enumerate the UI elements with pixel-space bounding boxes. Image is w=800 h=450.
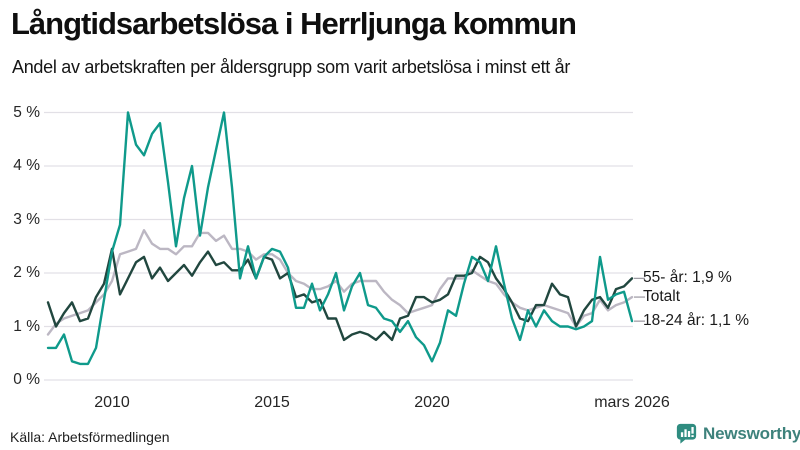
y-tick-label: 3 % <box>13 210 40 228</box>
series-end-label: Totalt <box>643 288 681 306</box>
series-end-label: 55- år: 1,9 % <box>643 269 732 287</box>
chart-subtitle: Andel av arbetskraften per åldersgrupp s… <box>12 57 571 77</box>
series-end-label: 18-24 år: 1,1 % <box>643 312 749 330</box>
y-tick-label: 5 % <box>13 103 40 121</box>
y-tick-label: 1 % <box>13 317 40 335</box>
newsworthy-wordmark: Newsworthy <box>703 423 800 443</box>
newsworthy-logo[interactable]: Newsworthy <box>676 423 800 444</box>
series-line-18-24-r <box>46 111 634 366</box>
y-tick-label: 2 % <box>13 264 40 281</box>
source-note: Källa: Arbetsförmedlingen <box>10 429 170 445</box>
y-tick-label: 0 % <box>13 371 40 388</box>
x-tick-label: mars 2026 <box>594 394 670 411</box>
series-line-totalt <box>46 228 634 336</box>
x-tick-label: 2020 <box>414 394 450 411</box>
x-tick-label: 2015 <box>254 394 290 411</box>
x-tick-label: 2010 <box>94 394 130 411</box>
page-title: Långtidsarbetslösa i Herrljunga kommun <box>11 6 577 41</box>
bar-chart-speech-bubble-icon <box>676 423 697 444</box>
series-line-55-r <box>46 247 634 342</box>
y-tick-label: 4 % <box>13 157 40 174</box>
